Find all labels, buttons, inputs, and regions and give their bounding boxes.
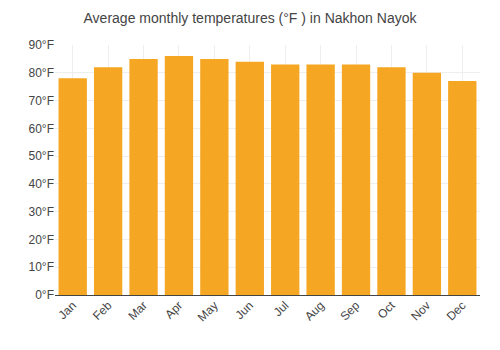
svg-text:Mar: Mar	[125, 298, 150, 323]
svg-text:40°F: 40°F	[29, 177, 54, 191]
svg-text:60°F: 60°F	[29, 122, 54, 136]
svg-text:30°F: 30°F	[29, 205, 54, 219]
svg-text:70°F: 70°F	[29, 94, 54, 108]
svg-text:10°F: 10°F	[29, 260, 54, 274]
svg-text:May: May	[195, 298, 221, 324]
svg-text:20°F: 20°F	[29, 233, 54, 247]
svg-text:Nov: Nov	[408, 298, 433, 323]
svg-text:Jul: Jul	[271, 298, 292, 319]
svg-text:Jun: Jun	[233, 298, 257, 322]
svg-text:Apr: Apr	[162, 298, 185, 321]
svg-text:0°F: 0°F	[35, 288, 54, 302]
svg-text:90°F: 90°F	[29, 38, 54, 52]
svg-text:Sep: Sep	[337, 298, 362, 323]
svg-text:Dec: Dec	[444, 298, 469, 323]
svg-text:Aug: Aug	[302, 298, 327, 323]
svg-text:Jan: Jan	[55, 298, 79, 322]
svg-text:50°F: 50°F	[29, 149, 54, 163]
svg-text:80°F: 80°F	[29, 66, 54, 80]
svg-text:Feb: Feb	[90, 298, 115, 323]
svg-text:Average monthly temperatures (: Average monthly temperatures (°F ) in Na…	[84, 10, 418, 26]
svg-text:Oct: Oct	[375, 298, 399, 322]
